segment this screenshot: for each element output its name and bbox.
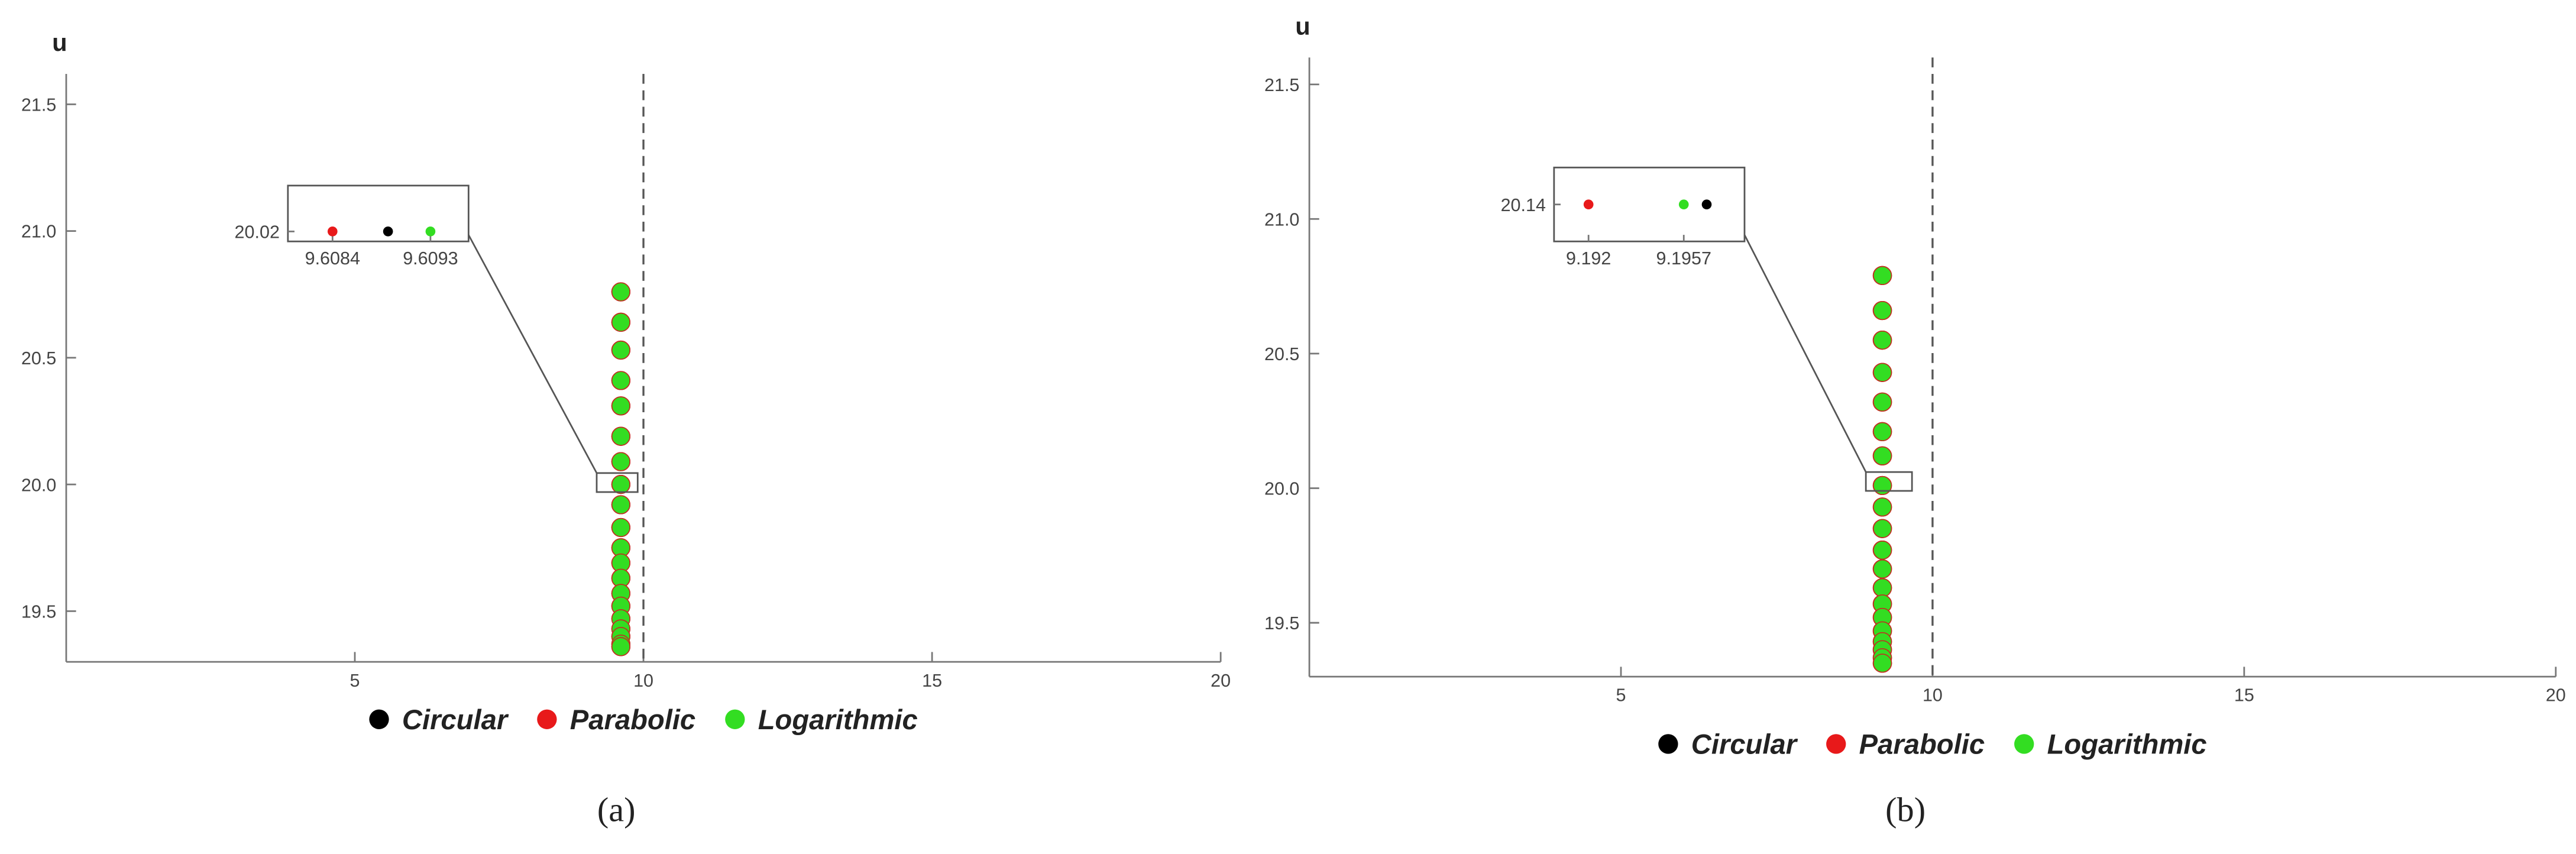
inset-point	[1701, 199, 1712, 210]
data-point	[1873, 266, 1892, 285]
legend: Circular Parabolic Logarithmic	[1658, 729, 2207, 761]
data-point	[1873, 559, 1892, 579]
legend-label: Circular	[402, 704, 509, 736]
data-point	[611, 475, 631, 494]
data-point	[611, 340, 631, 360]
y-tick-label: 20.0	[21, 475, 56, 495]
data-point	[1873, 475, 1892, 496]
inset-x-tick-label: 9.1957	[1656, 248, 1711, 269]
data-point	[611, 312, 631, 332]
inset-point	[327, 227, 338, 237]
x-tick-label: 5	[1616, 685, 1626, 706]
y-tick-label: 21.0	[21, 222, 56, 242]
x-tick-label: 20	[2546, 685, 2566, 706]
data-point	[1873, 541, 1892, 560]
x-tick-label: 10	[633, 671, 653, 691]
inset-x-tick-label: 9.6084	[305, 248, 360, 269]
inset-box	[1553, 166, 1746, 242]
legend-label: Logarithmic	[2047, 729, 2207, 761]
data-point	[611, 517, 631, 538]
data-point	[611, 637, 631, 656]
data-point	[1873, 363, 1892, 382]
legend: Circular Parabolic Logarithmic	[369, 704, 918, 736]
inset-y-tick-label: 20.02	[235, 222, 280, 242]
legend-marker	[369, 709, 389, 729]
caption: (a)	[597, 790, 636, 829]
y-axis-label: u	[1295, 12, 1310, 40]
data-point	[1873, 392, 1892, 412]
data-point	[1873, 654, 1892, 673]
x-tick-label: 20	[1211, 671, 1231, 691]
x-tick-label: 5	[350, 671, 360, 691]
data-point	[1873, 446, 1892, 465]
data-point	[1873, 519, 1892, 538]
legend-marker	[1826, 734, 1846, 754]
inset-box	[287, 185, 470, 242]
legend-marker	[1658, 734, 1678, 754]
y-axis-label: u	[52, 28, 67, 56]
legend-marker	[725, 709, 745, 729]
inset-x-tick-label: 9.192	[1566, 248, 1611, 269]
data-point	[611, 452, 631, 471]
legend-marker	[2014, 734, 2034, 754]
y-tick-label: 19.5	[1264, 613, 1299, 633]
data-point	[1873, 300, 1892, 321]
caption: (b)	[1885, 790, 1925, 829]
inset-x-tick-label: 9.6093	[403, 248, 458, 269]
data-point	[1873, 422, 1892, 441]
data-point	[1873, 578, 1892, 597]
legend-label: Circular	[1691, 729, 1798, 761]
data-point	[611, 495, 631, 515]
data-point	[611, 282, 631, 302]
legend-label: Parabolic	[1859, 729, 1985, 761]
zoom-connector	[468, 234, 598, 474]
inset-point	[425, 227, 436, 237]
inset-point	[1583, 199, 1594, 210]
y-tick-label: 21.0	[1264, 209, 1299, 229]
zoom-box	[1865, 471, 1913, 492]
y-tick-label: 20.5	[1264, 344, 1299, 364]
data-point	[1873, 497, 1892, 517]
x-tick-label: 15	[2234, 685, 2254, 706]
zoom-connector	[1743, 234, 1867, 473]
inset-point	[383, 227, 393, 237]
zoom-box	[596, 472, 639, 493]
legend-label: Parabolic	[570, 704, 695, 736]
x-tick-label: 15	[922, 671, 942, 691]
legend-label: Logarithmic	[758, 704, 918, 736]
data-point	[611, 426, 631, 446]
x-tick-label: 10	[1923, 685, 1943, 706]
y-tick-label: 20.0	[1264, 479, 1299, 499]
data-point	[611, 396, 631, 416]
y-tick-label: 19.5	[21, 602, 56, 622]
y-tick-label: 21.5	[1264, 75, 1299, 95]
data-point	[611, 371, 631, 390]
data-point	[1873, 331, 1892, 350]
inset-y-tick-label: 20.14	[1501, 195, 1546, 215]
y-tick-label: 20.5	[21, 348, 56, 368]
legend-marker	[537, 709, 557, 729]
y-tick-label: 21.5	[21, 95, 56, 115]
inset-point	[1678, 199, 1689, 210]
